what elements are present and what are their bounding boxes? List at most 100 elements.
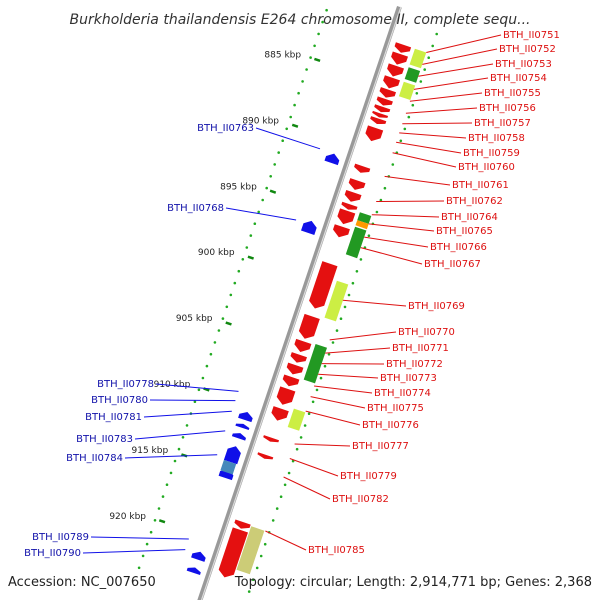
forward-gene-arrow (354, 163, 371, 173)
tick-dot (319, 376, 323, 380)
forward-gene-label: BTH_II0771 (392, 343, 449, 354)
kbp-label: 915 kbp (132, 446, 169, 456)
tick-dot (173, 459, 177, 463)
tick-dot (221, 317, 225, 320)
gc-bar (357, 212, 372, 224)
forward-leader-line (413, 77, 489, 90)
forward-gene-arrow (379, 87, 396, 98)
tick-dot (307, 412, 311, 416)
tick-dot (193, 400, 197, 404)
kbp-tick-mark (291, 123, 299, 128)
forward-gene-label: BTH_II0754 (490, 73, 547, 84)
tick-dot (177, 447, 181, 451)
tick-dot (411, 103, 415, 107)
tick-dot (431, 44, 435, 48)
tick-dot (259, 554, 263, 558)
reverse-gene-label: BTH_II0768 (167, 203, 224, 214)
forward-gene-arrow (387, 63, 404, 77)
kbp-label: 900 kbp (198, 248, 235, 258)
forward-gene-label: BTH_II0770 (398, 327, 455, 338)
forward-gene-label: BTH_II0769 (408, 301, 465, 312)
forward-gene-arrow (294, 338, 312, 352)
forward-leader-line (342, 299, 407, 307)
backbone-line (197, 6, 402, 600)
forward-gene-label: BTH_II0764 (441, 212, 498, 223)
forward-gene-label: BTH_II0775 (367, 403, 424, 414)
forward-leader-line (360, 247, 423, 265)
tick-dot (165, 483, 169, 487)
tick-dot (283, 483, 287, 487)
tick-dot (269, 175, 273, 178)
reverse-leader-line (124, 454, 218, 459)
tick-dot (309, 56, 312, 59)
forward-gene-label: BTH_II0755 (484, 88, 541, 99)
tick-dot (423, 68, 427, 71)
tick-dot (321, 20, 324, 24)
map-title: Burkholderia thailandensis E264 chromoso… (69, 12, 530, 28)
forward-leader-line (418, 63, 494, 77)
tick-dot (299, 436, 303, 439)
forward-leader-line (294, 443, 351, 447)
tick-dot (435, 32, 439, 36)
tick-dot (225, 305, 229, 309)
tick-dot (391, 163, 395, 166)
reverse-leader-line (82, 549, 186, 554)
tick-dot (271, 519, 275, 522)
reverse-gene-arrow (191, 551, 206, 562)
tick-dot (287, 471, 291, 475)
reverse-gene-label: BTH_II0781 (85, 412, 142, 423)
tick-dot (263, 542, 267, 546)
tick-dot (407, 115, 411, 119)
tick-dot (403, 127, 407, 131)
reverse-leader-line (225, 207, 297, 221)
tick-dot (399, 139, 403, 143)
forward-gene-label: BTH_II0772 (386, 359, 443, 370)
forward-gene-arrow (290, 352, 307, 363)
tick-dot (281, 139, 285, 142)
tick-dot (201, 376, 205, 380)
forward-gene-arrow (276, 386, 296, 405)
forward-leader-line (289, 458, 339, 477)
reverse-leader-line (143, 410, 232, 418)
reverse-leader-line (134, 430, 226, 440)
tick-dot (137, 566, 141, 570)
reverse-gene-arrow (186, 567, 201, 575)
tick-dot (229, 293, 233, 297)
backbone-highlight (200, 6, 402, 600)
tick-dot (279, 495, 283, 499)
forward-gene-label: BTH_II0753 (495, 59, 552, 70)
tick-dot (359, 258, 363, 261)
tick-dot (367, 234, 371, 237)
tick-dot (245, 246, 249, 249)
reverse-gene-label: BTH_II0778 (97, 379, 154, 390)
tick-dot (347, 293, 351, 297)
tick-dot (339, 317, 343, 321)
kbp-label: 920 kbp (109, 512, 146, 522)
forward-leader-line (305, 410, 361, 426)
forward-gene-label: BTH_II0779 (340, 471, 397, 482)
forward-gene-arrow (365, 125, 384, 142)
forward-gene-arrow (271, 406, 289, 421)
forward-leader-line (384, 175, 451, 186)
forward-gene-arrow (298, 313, 320, 339)
forward-gene-label: BTH_II0756 (479, 103, 536, 114)
tick-dot (251, 578, 255, 581)
forward-gene-label: BTH_II0782 (332, 494, 389, 505)
gc-bar (409, 48, 427, 69)
forward-gene-arrow (374, 104, 391, 113)
forward-leader-line (368, 223, 435, 232)
tick-dot (241, 258, 245, 261)
tick-dot (317, 32, 320, 36)
reverse-gene-arrow (238, 412, 253, 423)
reverse-gene-label: BTH_II0783 (76, 434, 133, 445)
tick-dot (265, 186, 269, 190)
forward-gene-label: BTH_II0773 (380, 373, 437, 384)
tick-dot (217, 329, 221, 332)
tick-dot (289, 115, 293, 119)
forward-leader-line (371, 214, 440, 218)
forward-leader-line (422, 48, 498, 65)
forward-leader-line (405, 107, 478, 114)
tick-dot (415, 92, 419, 95)
reverse-gene-arrow (223, 446, 241, 465)
